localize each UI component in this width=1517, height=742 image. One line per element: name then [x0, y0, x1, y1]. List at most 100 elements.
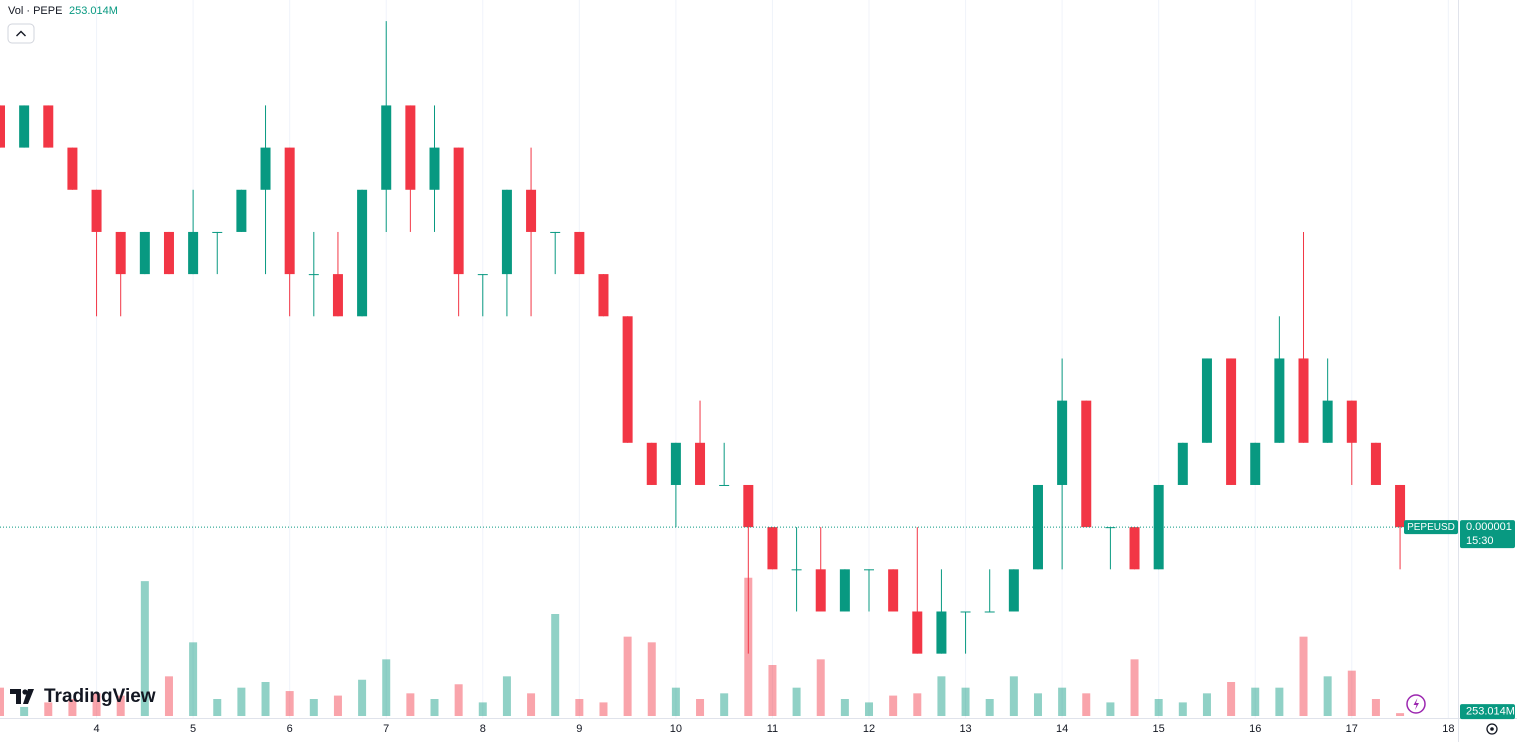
candle-body	[598, 274, 609, 317]
candle-body	[501, 189, 512, 275]
volume-bar	[454, 684, 463, 716]
volume-bar	[430, 699, 439, 716]
x-tick-label: 12	[863, 723, 875, 735]
candle-body	[357, 189, 368, 317]
candle-body	[960, 611, 971, 613]
volume-bar	[237, 687, 246, 716]
volume-bar	[816, 659, 825, 716]
volume-bar	[0, 687, 4, 716]
x-tick-label: 7	[383, 723, 389, 735]
candle-body	[1201, 358, 1212, 443]
volume-bar	[164, 676, 173, 716]
candle-body	[1274, 358, 1285, 443]
candle-body	[1370, 442, 1381, 485]
volume-bar	[1347, 670, 1356, 716]
candle-body	[91, 189, 102, 232]
candle-body	[550, 231, 561, 233]
x-tick-label: 9	[576, 723, 582, 735]
volume-bar	[792, 687, 801, 716]
candle-body	[212, 231, 223, 233]
volume-bar	[1178, 702, 1187, 716]
candle-body	[1322, 400, 1333, 443]
candle-body	[1032, 484, 1043, 570]
collapse-button[interactable]	[7, 23, 35, 44]
candle-body	[405, 105, 416, 190]
candle-body	[1057, 400, 1068, 485]
x-tick-label: 13	[959, 723, 971, 735]
volume-bar	[502, 676, 511, 716]
volume-bar	[671, 687, 680, 716]
volume-bar	[44, 702, 53, 716]
volume-bar	[478, 702, 487, 716]
candle-body	[308, 274, 319, 276]
candle-body	[767, 527, 778, 570]
volume-bar	[720, 693, 729, 716]
candle-body	[815, 569, 826, 612]
candle-body	[260, 147, 271, 190]
x-tick-label: 16	[1249, 723, 1261, 735]
volume-bar	[1058, 687, 1067, 716]
lightning-button[interactable]	[1406, 694, 1426, 714]
candle-body	[936, 611, 947, 654]
volume-bar	[1082, 693, 1091, 716]
candle-body	[429, 147, 440, 190]
candle-body	[1177, 442, 1188, 485]
volume-bar	[1371, 699, 1380, 716]
candle-body	[670, 442, 681, 485]
logo: TradingView	[10, 686, 156, 707]
settings-button[interactable]	[1486, 723, 1498, 735]
volume-bar	[551, 614, 560, 716]
candle-body	[381, 105, 392, 190]
volume-bar	[840, 699, 849, 716]
candle-body	[912, 611, 923, 654]
volume-bar	[889, 695, 898, 716]
x-tick-label: 6	[287, 723, 293, 735]
volume-bar	[1130, 659, 1139, 716]
candle-body	[139, 231, 150, 275]
symbol-badge	[1404, 520, 1458, 535]
candle-body	[1298, 358, 1309, 443]
candle-body	[743, 484, 754, 528]
candle-body	[719, 484, 730, 486]
candle-body	[284, 147, 295, 275]
volume-bar	[1299, 636, 1308, 716]
overlay: Vol · PEPE 253.014M TradingView 4 5 6 7 8 9 10…	[7, 5, 1515, 735]
candle-body	[67, 147, 78, 190]
candle-body	[1081, 400, 1092, 528]
candle-body	[695, 442, 706, 485]
candle-body	[526, 189, 537, 232]
volume-bar	[1275, 687, 1284, 716]
x-tick-label: 5	[190, 723, 196, 735]
volume-bar	[1323, 676, 1332, 716]
countdown-label: 15:30	[1466, 535, 1494, 547]
x-tick-label: 18	[1442, 723, 1454, 735]
symbol-label: PEPEUSD	[1407, 522, 1455, 533]
volume-bar	[1033, 693, 1042, 716]
volume-bar	[20, 706, 29, 716]
candle-body	[0, 105, 5, 148]
x-tick-label: 11	[767, 723, 778, 735]
volume-bar	[937, 676, 946, 716]
volume-bar	[1154, 699, 1163, 716]
volume-bar	[961, 687, 970, 716]
candle-body	[1250, 442, 1261, 485]
candle-body	[1395, 484, 1406, 528]
candle-body	[236, 189, 247, 232]
candle-body	[453, 147, 464, 275]
volume-bar	[92, 693, 101, 716]
candle-body	[839, 569, 850, 612]
candle-body	[1226, 358, 1237, 485]
volume-bar	[527, 693, 536, 716]
candle-body	[888, 569, 899, 612]
volume-bar	[1227, 682, 1236, 716]
volume-bar	[285, 691, 294, 716]
logo-text: TradingView	[44, 686, 156, 707]
candle-body	[43, 105, 54, 148]
volume-bar	[333, 695, 342, 716]
volume-bar	[599, 702, 608, 716]
volume-bar	[575, 699, 584, 716]
volume-bar	[1251, 687, 1260, 716]
volume-bar	[1202, 693, 1211, 716]
candle-body	[984, 611, 995, 613]
